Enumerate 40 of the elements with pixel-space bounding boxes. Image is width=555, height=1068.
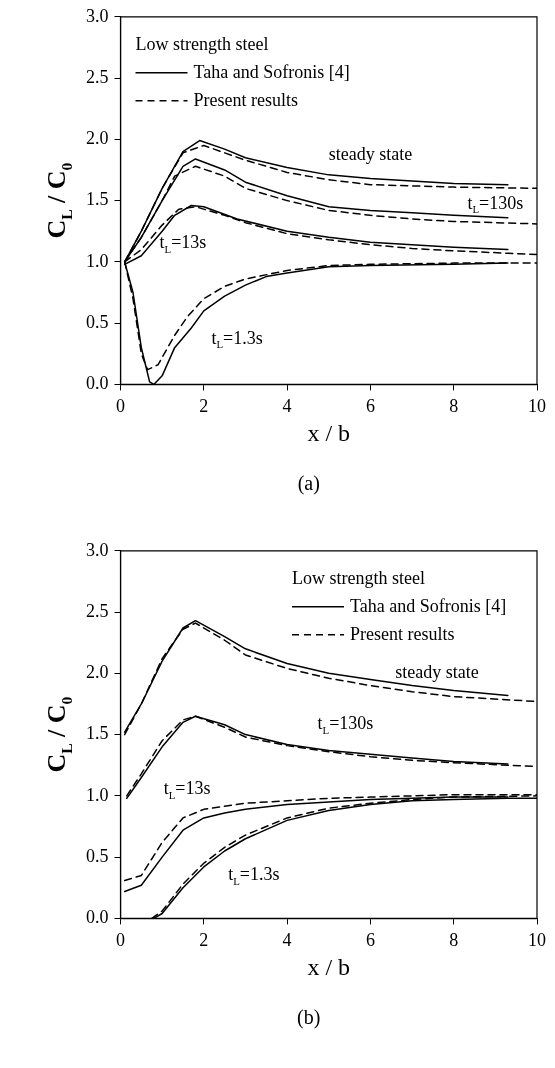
legend-label: Taha and Sofronis [4]	[350, 595, 507, 616]
x-tick-label: 6	[365, 929, 375, 950]
y-tick-label: 0.5	[86, 845, 109, 866]
x-axis-title: x / b	[307, 953, 351, 980]
legend-label: Present results	[193, 89, 298, 110]
legend-title: Low strength steel	[135, 33, 269, 54]
legend-label: Taha and Sofronis [4]	[193, 61, 350, 82]
x-tick-label: 8	[449, 929, 459, 950]
x-tick-label: 4	[282, 929, 292, 950]
x-tick-label: 8	[449, 395, 459, 416]
x-tick-label: 10	[528, 929, 546, 950]
annotation: steady state	[328, 144, 413, 165]
x-tick-label: 4	[282, 395, 292, 416]
text: (b)	[297, 1005, 321, 1029]
x-tick-label: 2	[199, 929, 209, 950]
y-tick-label: 2.0	[86, 128, 109, 149]
y-tick-label: 3.0	[86, 5, 109, 26]
x-tick-label: 2	[199, 395, 209, 416]
y-tick-label: 2.5	[86, 600, 109, 621]
y-tick-label: 2.0	[86, 662, 109, 683]
legend-title: Low strength steel	[292, 567, 425, 588]
y-tick-label: 2.5	[86, 66, 109, 87]
text: (a)	[297, 471, 320, 495]
y-axis-title: CL / C0	[42, 696, 75, 773]
y-tick-label: 1.5	[86, 723, 109, 744]
y-tick-label: 1.5	[86, 189, 109, 210]
y-tick-label: 3.0	[86, 539, 109, 560]
y-tick-label: 0.0	[86, 907, 109, 928]
x-tick-label: 6	[365, 395, 375, 416]
y-tick-label: 1.0	[86, 784, 109, 805]
y-tick-label: 0.5	[86, 311, 109, 332]
y-axis-title: CL / C0	[42, 162, 75, 239]
y-tick-label: 0.0	[86, 373, 109, 394]
x-axis-title: x / b	[307, 419, 351, 446]
legend-label: Present results	[350, 623, 455, 644]
x-tick-label: 0	[116, 929, 125, 950]
annotation: steady state	[395, 661, 479, 682]
x-tick-label: 0	[116, 395, 125, 416]
x-tick-label: 10	[528, 395, 546, 416]
y-tick-label: 1.0	[86, 250, 109, 271]
